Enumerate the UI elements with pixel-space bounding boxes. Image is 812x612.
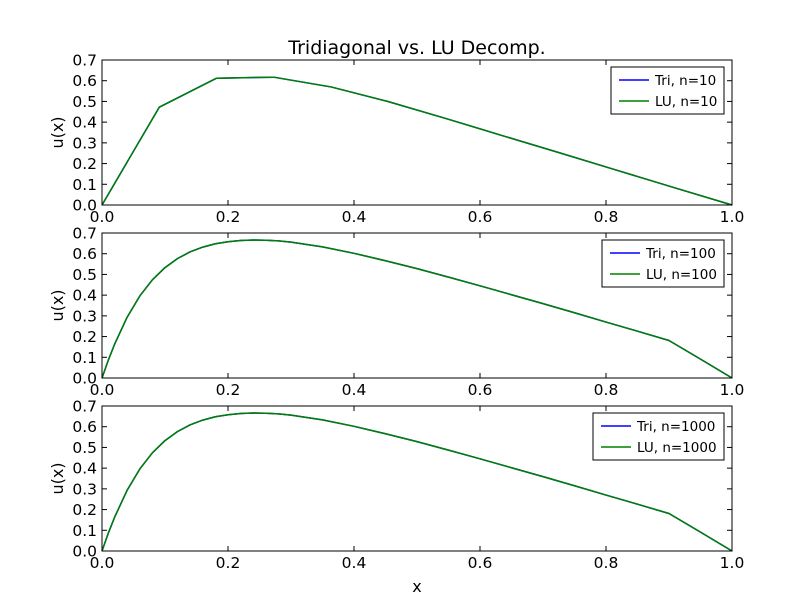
x-tick-label: 0.4	[342, 554, 367, 572]
y-tick-label: 0.7	[72, 52, 97, 70]
y-tick-label: 0.2	[72, 501, 97, 519]
legend-box	[601, 239, 725, 288]
y-tick-label: 0.0	[72, 543, 97, 561]
legend-label: LU, n=1000	[637, 440, 717, 456]
y-axis-label: u(x)	[48, 462, 67, 494]
y-tick-label: 0.3	[72, 307, 97, 325]
series-line-2	[101, 76, 733, 206]
x-tick-label: 0.8	[594, 554, 619, 572]
legend: Tri, n=10 LU, n=10	[610, 66, 725, 115]
y-tick-label: 0.2	[72, 328, 97, 346]
x-tick-label: 0.8	[594, 208, 619, 226]
y-tick-label: 0.6	[72, 245, 97, 263]
x-tick-label: 0.6	[468, 554, 493, 572]
legend-label: Tri, n=1000	[636, 419, 715, 435]
y-tick-label: 0.1	[72, 522, 97, 540]
y-tick-label: 0.5	[72, 93, 97, 111]
x-tick-label: 0.6	[468, 381, 493, 399]
x-tick-label: 0.4	[342, 208, 367, 226]
subplot-3: 0.0 0.2 0.4 0.6 0.8 1.0 0.0 0.1 0.2 0.3 0.4 0.5 0.6 0…	[48, 398, 744, 573]
y-tick-label: 0.4	[72, 460, 97, 478]
y-tick-label: 0.0	[72, 197, 97, 215]
x-tick-label: 0.2	[216, 381, 241, 399]
legend-label: Tri, n=100	[645, 246, 716, 262]
y-tick-label: 0.3	[72, 480, 97, 498]
legend-label: LU, n=10	[655, 94, 717, 110]
y-axis-label: u(x)	[48, 116, 67, 148]
subplot-2: 0.0 0.2 0.4 0.6 0.8 1.0 0.0 0.1 0.2 0.3 0.4 0.5 0.6 0…	[48, 225, 744, 400]
axes-frame	[101, 232, 733, 379]
legend: Tri, n=1000 LU, n=1000	[592, 412, 725, 461]
x-tick-label: 1.0	[720, 208, 745, 226]
legend-label: LU, n=100	[646, 267, 717, 283]
y-tick-label: 0.5	[72, 439, 97, 457]
x-axis-label: x	[412, 577, 421, 596]
y-tick-label: 0.6	[72, 418, 97, 436]
x-tick-label: 1.0	[720, 554, 745, 572]
legend-box	[610, 66, 725, 115]
x-tick-label: 0.0	[90, 208, 115, 226]
x-tick-label: 0.2	[216, 554, 241, 572]
y-tick-label: 0.1	[72, 176, 97, 194]
series-line-2	[101, 412, 733, 552]
y-axis-label: u(x)	[48, 289, 67, 321]
y-tick-label: 0.2	[72, 155, 97, 173]
y-tick-label: 0.3	[72, 134, 97, 152]
x-tick-label: 0.6	[468, 208, 493, 226]
y-tick-label: 0.4	[72, 114, 97, 132]
y-tick-label: 0.5	[72, 266, 97, 284]
series-line-2	[101, 239, 733, 379]
subplot-1: 0.0 0.2 0.4 0.6 0.8 1.0 0.0 0.1 0.2 0.3 0.4 0.5 0.6 0…	[48, 52, 744, 227]
figure-title: Tridiagonal vs. LU Decomp.	[287, 37, 545, 59]
x-tick-label: 0.0	[90, 381, 115, 399]
x-tick-label: 1.0	[720, 381, 745, 399]
y-tick-label: 0.0	[72, 370, 97, 388]
y-tick-label: 0.4	[72, 287, 97, 305]
x-tick-label: 0.4	[342, 381, 367, 399]
axes-frame	[101, 59, 733, 206]
legend-box	[592, 412, 725, 461]
legend: Tri, n=100 LU, n=100	[601, 239, 725, 288]
x-tick-label: 0.0	[90, 554, 115, 572]
y-tick-label: 0.6	[72, 72, 97, 90]
legend-label: Tri, n=10	[654, 73, 716, 89]
y-tick-label: 0.7	[72, 398, 97, 416]
x-tick-label: 0.2	[216, 208, 241, 226]
y-tick-label: 0.1	[72, 349, 97, 367]
axes-frame	[101, 405, 733, 552]
x-tick-label: 0.8	[594, 381, 619, 399]
y-tick-label: 0.7	[72, 225, 97, 243]
